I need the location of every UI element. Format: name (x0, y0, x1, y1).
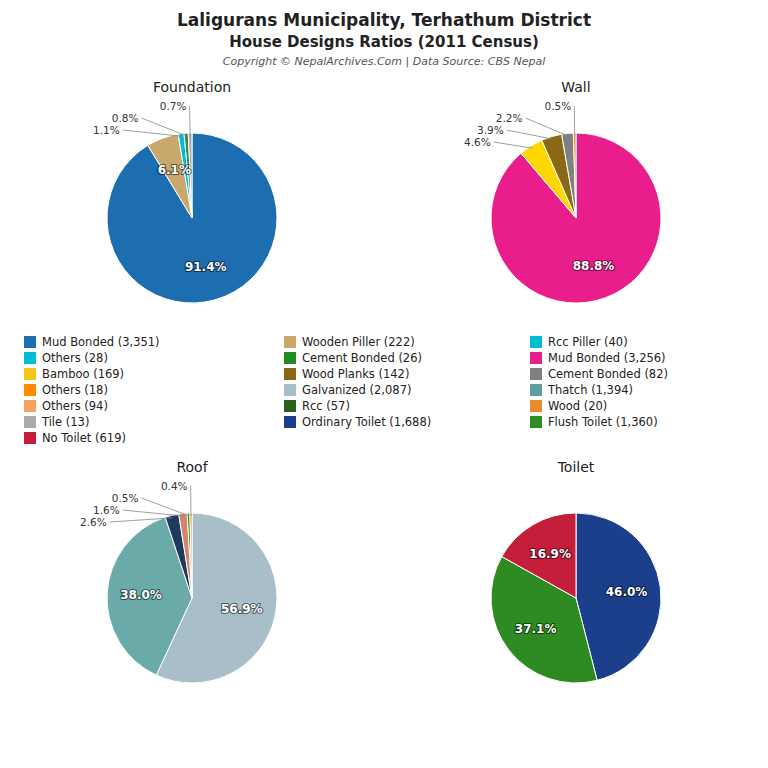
pie-slice (502, 513, 576, 598)
legend-entry: Tile (13) (41, 415, 89, 429)
pie-slice (107, 133, 277, 303)
legend-entry: Rcc (57) (302, 399, 350, 413)
leader-line (526, 118, 568, 136)
legend-swatch (284, 368, 296, 380)
legend-entry: Cement Bonded (26) (302, 351, 422, 365)
legend-swatch (530, 336, 542, 348)
legend-swatch (284, 336, 296, 348)
pie-chart: Wall 88.8% 0.5% 2.2%3.9%4.6% (464, 79, 661, 303)
legend-entry: Bamboo (169) (42, 367, 124, 381)
legend-entry: Mud Bonded (3,351) (42, 335, 160, 349)
background (0, 0, 768, 768)
legend: Mud Bonded (3,351) Others (28) Bamboo (169… (24, 335, 668, 445)
data-label: 0.5% (112, 492, 139, 504)
legend-entry: Thatch (1,394) (547, 383, 633, 397)
data-label: 16.9% (529, 547, 571, 561)
data-label: 38.0% (120, 588, 162, 602)
figure: Laligurans Municipality, Terhathum Distr… (0, 0, 768, 768)
slices (107, 513, 277, 683)
legend-swatch (24, 400, 36, 412)
data-label: 6.1% (158, 163, 191, 177)
data-label: 46.0% (606, 585, 648, 599)
legend-swatch (530, 368, 542, 380)
legend-entry: Wooden Piller (222) (302, 335, 415, 349)
data-label: 3.9% (477, 124, 504, 136)
subtitle: House Designs Ratios (2011 Census) (229, 33, 539, 51)
legend-swatch (24, 368, 36, 380)
leader-line (494, 142, 533, 148)
data-label: 56.9% (221, 602, 263, 616)
leader-line (189, 106, 191, 136)
data-label: 2.2% (496, 112, 523, 124)
data-labels: 88.8% 0.5% 2.2%3.9%4.6% (464, 100, 614, 273)
slices (491, 513, 661, 683)
legend-entry: Others (94) (42, 399, 108, 413)
title: Laligurans Municipality, Terhathum Distr… (177, 10, 591, 30)
legend-entry: Ordinary Toilet (1,688) (302, 415, 431, 429)
pie-slice (179, 513, 192, 598)
legend-swatch (24, 432, 36, 444)
legend-swatch (24, 416, 36, 428)
slices (491, 133, 661, 303)
legend-swatch (530, 416, 542, 428)
legend-entry: Flush Toilet (1,360) (548, 415, 658, 429)
legend-entry: Wood Planks (142) (302, 367, 409, 381)
legend-entry: Galvanized (2,087) (302, 383, 411, 397)
annotation: Copyright © NepalArchives.Com | Data Sou… (223, 55, 545, 68)
data-label: 88.8% (573, 259, 615, 273)
legend-swatch (284, 384, 296, 396)
legend-entry: Mud Bonded (3,256) (548, 351, 666, 365)
legend-swatch (284, 400, 296, 412)
leader-line (190, 486, 191, 516)
data-label: 4.6% (464, 136, 491, 148)
pie-slice (562, 133, 576, 218)
data-label: 0.8% (112, 112, 139, 124)
legend-entry: Rcc Piller (40) (548, 335, 628, 349)
legend-swatch (284, 416, 296, 428)
data-label: 1.1% (93, 124, 120, 136)
legend-swatch (24, 352, 36, 364)
data-label: 0.5% (545, 100, 572, 112)
legend-entry: Others (28) (42, 351, 108, 365)
leader-line (507, 130, 553, 139)
legend-entry: Others (18) (42, 383, 108, 397)
legend-entry: No Toilet (619) (42, 431, 126, 445)
pie-chart: Toilet 46.0% 37.1% 16.9% (491, 459, 661, 683)
legend-entry: Wood (20) (548, 399, 607, 413)
data-label: 91.4% (185, 260, 227, 274)
legend-swatch (24, 384, 36, 396)
pie-slice (491, 133, 661, 303)
pie-slice (190, 513, 192, 598)
legend-swatch (284, 352, 296, 364)
data-label: 37.1% (515, 622, 557, 636)
leader-line (574, 106, 575, 136)
pie-title: Roof (176, 459, 208, 475)
legend-swatch (530, 384, 542, 396)
pie-title: Wall (561, 79, 590, 95)
data-label: 1.6% (93, 504, 120, 516)
legend-swatch (530, 400, 542, 412)
pie-slice (573, 133, 576, 218)
legend-entry: Cement Bonded (82) (548, 367, 668, 381)
data-label: 2.6% (80, 516, 107, 528)
leader-line (123, 510, 184, 516)
data-labels: 46.0% 37.1% 16.9% (515, 547, 648, 636)
pie-chart: Foundation 91.4% 6.1% 0.7% 0.8%1.1% (93, 79, 277, 303)
data-label: 0.4% (161, 480, 188, 492)
leader-line (123, 130, 182, 136)
legend-swatch (530, 352, 542, 364)
legend-swatch (24, 336, 36, 348)
pie-chart: Roof 56.9% 38.0% 0.4% 0.5%1.6%2.6% (80, 459, 277, 683)
leader-line (110, 518, 173, 522)
data-labels: 56.9% 38.0% 0.4% 0.5%1.6%2.6% (80, 480, 263, 616)
pie-slice (187, 513, 192, 598)
slices (107, 133, 277, 303)
data-label: 0.7% (160, 100, 187, 112)
data-labels: 91.4% 6.1% 0.7% 0.8%1.1% (93, 100, 227, 274)
pie-title: Toilet (557, 459, 595, 475)
pie-title: Foundation (153, 79, 231, 95)
